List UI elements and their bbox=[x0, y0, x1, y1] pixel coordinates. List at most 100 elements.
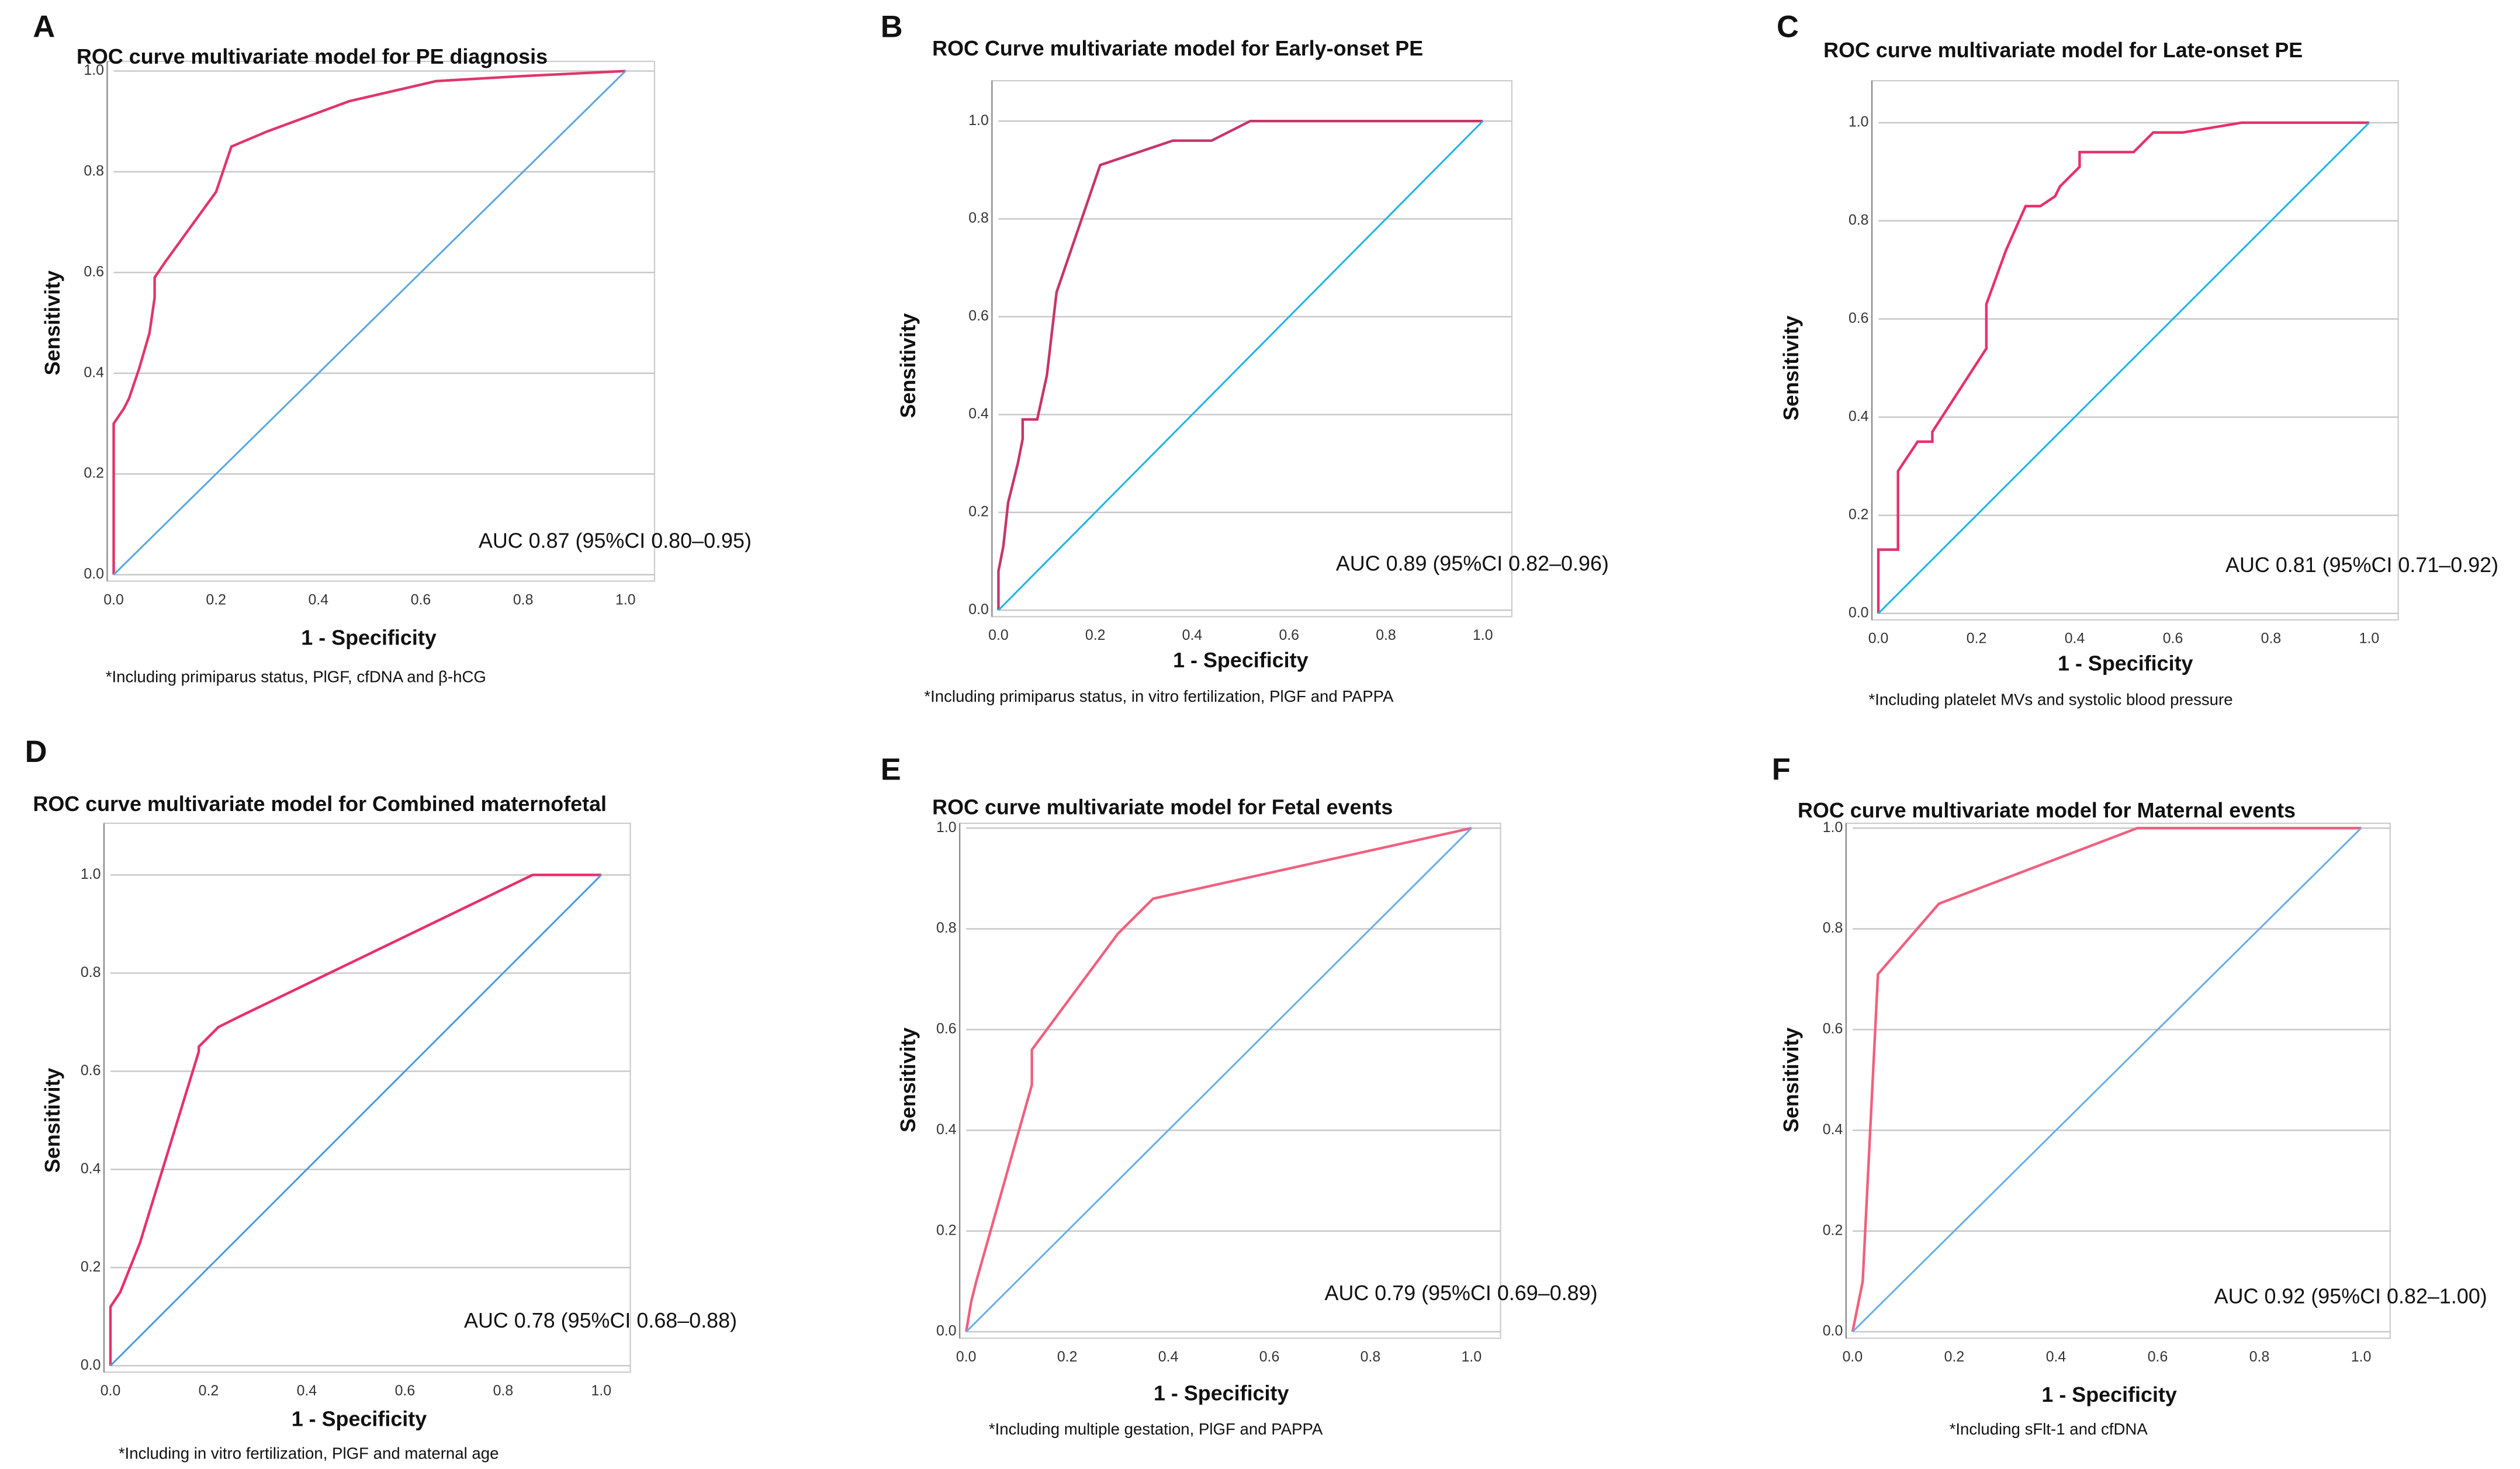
x-tick-label: 0.6 bbox=[411, 591, 431, 608]
chart-title: ROC curve multivariate model for Fetal e… bbox=[932, 795, 1393, 819]
x-tick-label: 0.2 bbox=[1967, 630, 1987, 647]
x-tick-label: 0.0 bbox=[101, 1383, 121, 1399]
y-tick-label: 0.6 bbox=[1849, 310, 1869, 326]
reference-line bbox=[965, 827, 1472, 1333]
y-axis-label: Sensitivity bbox=[896, 313, 920, 418]
y-tick-label: 0.6 bbox=[936, 1021, 957, 1037]
plot-frame bbox=[991, 80, 1513, 618]
x-tick-label: 1.0 bbox=[1462, 1349, 1482, 1365]
x-tick-label: 0.2 bbox=[1085, 627, 1106, 643]
x-tick-label: 0.4 bbox=[309, 591, 329, 608]
x-tick-label: 0.0 bbox=[988, 627, 1009, 643]
footnote: *Including primiparus status, in vitro f… bbox=[924, 687, 1394, 705]
panel: 0.0 0.2 0.4 0.6 0.8 1.0 0.0 0.2 0.4 0.6 0.8 1.0 C ROC… bbox=[1777, 10, 2498, 709]
roc-curve bbox=[109, 874, 601, 1366]
annotation: AUC 0.81 (95%CI 0.71–0.92) bbox=[2225, 553, 2498, 577]
footnote: *Including primiparus status, PlGF, cfDN… bbox=[106, 668, 486, 686]
x-tick-label: 0.6 bbox=[1279, 627, 1299, 643]
y-tick-label: 0.0 bbox=[968, 601, 989, 618]
panel-label: F bbox=[1772, 752, 1791, 787]
x-tick-label: 0.2 bbox=[1944, 1349, 1965, 1365]
reference-line bbox=[998, 120, 1484, 611]
y-tick-label: 0.4 bbox=[1849, 408, 1869, 424]
x-tick-label: 0.4 bbox=[297, 1383, 317, 1399]
panel-label: E bbox=[881, 752, 901, 787]
x-tick-label: 0.4 bbox=[2065, 630, 2085, 647]
y-tick-label: 0.8 bbox=[936, 920, 957, 936]
y-axis-label: Sensitivity bbox=[1779, 1027, 1803, 1132]
x-tick-label: 0.4 bbox=[1158, 1349, 1179, 1365]
x-tick-label: 1.0 bbox=[2359, 630, 2380, 647]
x-tick-label: 0.4 bbox=[2046, 1349, 2066, 1365]
x-tick-label: 1.0 bbox=[1473, 627, 1493, 643]
x-tick-label: 1.0 bbox=[2351, 1349, 2372, 1365]
y-tick-label: 0.2 bbox=[968, 503, 989, 519]
roc-curve bbox=[997, 119, 1483, 611]
y-tick-label: 1.0 bbox=[81, 866, 101, 882]
x-tick-label: 0.2 bbox=[1057, 1349, 1078, 1365]
footnote: *Including multiple gestation, PlGF and … bbox=[989, 1420, 1323, 1438]
y-tick-label: 0.2 bbox=[1823, 1222, 1843, 1238]
x-tick-label: 1.0 bbox=[591, 1383, 612, 1399]
chart-title: ROC curve multivariate model for Materna… bbox=[1798, 798, 2296, 822]
y-axis-label: Sensitivity bbox=[896, 1027, 920, 1132]
y-axis-label: Sensitivity bbox=[40, 1068, 64, 1173]
plot-frame bbox=[103, 822, 631, 1373]
annotation: AUC 0.78 (95%CI 0.68–0.88) bbox=[464, 1308, 737, 1332]
reference-line bbox=[113, 70, 626, 576]
panel: 0.0 0.2 0.4 0.6 0.8 1.0 0.0 0.2 0.4 0.6 0.8 1.0 D ROC… bbox=[25, 734, 737, 1462]
x-tick-label: 0.6 bbox=[1259, 1349, 1280, 1365]
panel: 0.0 0.2 0.4 0.6 0.8 1.0 0.0 0.2 0.4 0.6 0.8 1.0 E ROC… bbox=[881, 752, 1598, 1438]
y-tick-label: 0.8 bbox=[1849, 212, 1869, 228]
annotation: AUC 0.79 (95%CI 0.69–0.89) bbox=[1325, 1281, 1598, 1305]
x-tick-label: 0.8 bbox=[1376, 627, 1396, 643]
plot-frame bbox=[1845, 822, 2391, 1339]
y-tick-label: 0.6 bbox=[84, 264, 104, 280]
y-tick-label: 0.0 bbox=[936, 1323, 957, 1339]
x-axis-label: 1 - Specificity bbox=[301, 625, 437, 649]
x-tick-label: 0.4 bbox=[1182, 627, 1203, 643]
y-tick-label: 0.4 bbox=[84, 364, 104, 380]
y-axis-label: Sensitivity bbox=[40, 271, 64, 376]
y-tick-label: 0.2 bbox=[936, 1222, 957, 1238]
y-tick-label: 0.0 bbox=[84, 566, 104, 582]
roc-curve bbox=[1877, 121, 2369, 614]
panel-label: C bbox=[1777, 10, 1799, 44]
plot-frame bbox=[1871, 80, 2399, 621]
x-axis-label: 1 - Specificity bbox=[1173, 648, 1309, 672]
y-tick-label: 0.4 bbox=[81, 1160, 101, 1177]
panel-label: B bbox=[881, 10, 903, 44]
panel-label: D bbox=[25, 734, 47, 769]
plot-frame bbox=[106, 60, 656, 582]
roc-curve bbox=[965, 827, 1472, 1332]
plot-frame bbox=[959, 822, 1501, 1339]
panel: 0.0 0.2 0.4 0.6 0.8 1.0 0.0 0.2 0.4 0.6 0.8 1.0 A ROC… bbox=[33, 10, 752, 686]
y-tick-label: 0.8 bbox=[81, 964, 101, 981]
x-tick-label: 0.8 bbox=[1361, 1349, 1381, 1365]
x-tick-label: 0.8 bbox=[493, 1383, 514, 1399]
y-tick-label: 0.6 bbox=[81, 1062, 101, 1079]
y-tick-label: 0.6 bbox=[1823, 1021, 1843, 1037]
y-tick-label: 1.0 bbox=[84, 62, 104, 78]
panel: 0.0 0.2 0.4 0.6 0.8 1.0 0.0 0.2 0.4 0.6 0.8 1.0 F ROC… bbox=[1772, 752, 2487, 1438]
x-tick-label: 0.6 bbox=[2148, 1349, 2168, 1365]
chart-title: ROC curve multivariate model for Combine… bbox=[33, 792, 607, 816]
footnote: *Including platelet MVs and systolic blo… bbox=[1869, 690, 2233, 708]
y-tick-label: 0.6 bbox=[968, 308, 989, 324]
y-tick-label: 0.8 bbox=[968, 210, 989, 226]
y-tick-label: 1.0 bbox=[1849, 114, 1869, 130]
reference-line bbox=[1851, 827, 2362, 1333]
y-tick-label: 1.0 bbox=[968, 112, 989, 129]
y-tick-label: 1.0 bbox=[936, 819, 957, 836]
y-tick-label: 0.0 bbox=[81, 1357, 101, 1373]
x-tick-label: 1.0 bbox=[615, 591, 636, 608]
panel: 0.0 0.2 0.4 0.6 0.8 1.0 0.0 0.2 0.4 0.6 0.8 1.0 B ROC… bbox=[881, 10, 1609, 705]
x-tick-label: 0.0 bbox=[1868, 630, 1889, 647]
x-axis-label: 1 - Specificity bbox=[2058, 652, 2193, 675]
y-tick-label: 0.2 bbox=[81, 1259, 101, 1275]
roc-curve bbox=[112, 70, 626, 575]
x-tick-label: 0.6 bbox=[395, 1383, 416, 1399]
y-axis-label: Sensitivity bbox=[1779, 316, 1803, 421]
